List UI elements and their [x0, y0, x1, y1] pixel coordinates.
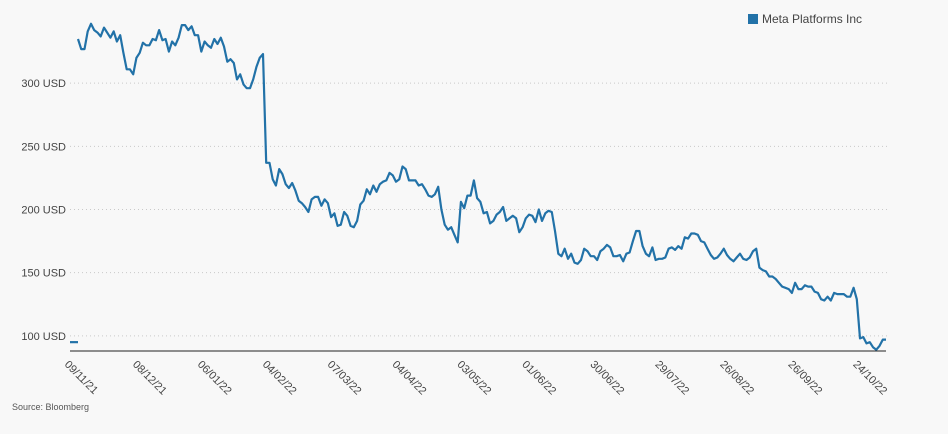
x-tick-label: 07/03/22 — [325, 359, 364, 398]
x-tick-label: 30/06/22 — [588, 359, 627, 398]
x-tick-label: 04/04/22 — [390, 359, 429, 398]
source-note: Source: Bloomberg — [12, 402, 90, 412]
y-tick-label: 150 USD — [21, 268, 66, 280]
x-axis-labels: 09/11/21 08/12/21 06/01/22 04/02/22 07/03/22… — [62, 359, 889, 398]
x-tick-label: 29/07/22 — [652, 359, 691, 398]
y-tick-label: 250 USD — [21, 141, 66, 153]
gridlines — [70, 82, 888, 337]
x-tick-label: 06/01/22 — [195, 359, 234, 398]
x-tick-label: 08/12/21 — [130, 359, 169, 398]
legend: Meta Platforms Inc — [748, 12, 862, 26]
series-layer — [70, 22, 886, 351]
series-line-meta-platforms — [76, 22, 886, 351]
y-axis-labels: 100 USD 150 USD 200 USD 250 USD 300 USD — [21, 78, 66, 343]
x-tick-label: 26/09/22 — [786, 359, 825, 398]
x-tick-label: 24/10/22 — [850, 359, 889, 398]
x-tick-label: 04/02/22 — [260, 359, 299, 398]
y-tick-label: 200 USD — [21, 205, 66, 217]
x-tick-label: 26/08/22 — [717, 359, 756, 398]
y-tick-label: 100 USD — [21, 331, 66, 343]
legend-swatch — [748, 14, 758, 24]
y-tick-label: 300 USD — [21, 78, 66, 90]
x-tick-label: 09/11/21 — [62, 359, 100, 397]
x-tick-label: 03/05/22 — [455, 359, 494, 398]
legend-label: Meta Platforms Inc — [762, 12, 863, 26]
x-tick-label: 01/06/22 — [519, 359, 558, 398]
